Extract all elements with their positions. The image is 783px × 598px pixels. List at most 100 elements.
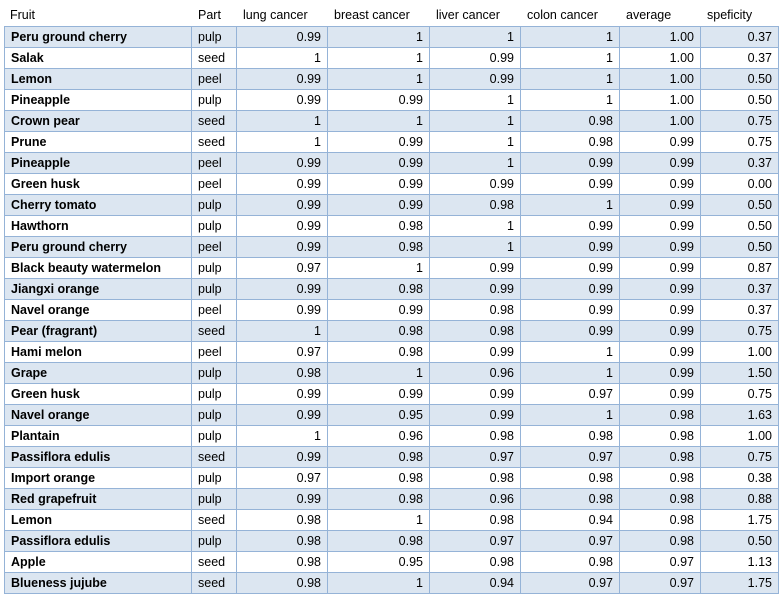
breast-cancer-cell: 1 <box>328 510 430 531</box>
colon-cancer-cell: 0.99 <box>521 174 620 195</box>
liver-cancer-cell: 0.97 <box>430 531 521 552</box>
header-lung-cancer: lung cancer <box>243 8 308 22</box>
average-cell: 0.99 <box>620 342 701 363</box>
part-cell: pulp <box>192 405 237 426</box>
header-breast-cancer: breast cancer <box>334 8 410 22</box>
part-cell: seed <box>192 447 237 468</box>
breast-cancer-cell: 0.98 <box>328 447 430 468</box>
part-cell: peel <box>192 174 237 195</box>
breast-cancer-cell: 0.99 <box>328 300 430 321</box>
liver-cancer-cell: 0.99 <box>430 174 521 195</box>
part-cell: pulp <box>192 195 237 216</box>
colon-cancer-cell: 0.98 <box>521 111 620 132</box>
speficity-cell: 1.75 <box>701 510 779 531</box>
lung-cancer-cell: 1 <box>237 48 328 69</box>
fruit-cell: Green husk <box>4 174 192 195</box>
speficity-cell: 0.37 <box>701 153 779 174</box>
liver-cancer-cell: 1 <box>430 111 521 132</box>
lung-cancer-cell: 1 <box>237 132 328 153</box>
liver-cancer-cell: 0.99 <box>430 342 521 363</box>
colon-cancer-cell: 0.99 <box>521 258 620 279</box>
liver-cancer-cell: 0.98 <box>430 510 521 531</box>
speficity-cell: 1.50 <box>701 363 779 384</box>
average-cell: 0.99 <box>620 153 701 174</box>
liver-cancer-cell: 0.99 <box>430 258 521 279</box>
breast-cancer-cell: 0.98 <box>328 489 430 510</box>
lung-cancer-cell: 0.99 <box>237 174 328 195</box>
colon-cancer-cell: 0.99 <box>521 237 620 258</box>
lung-cancer-cell: 0.99 <box>237 27 328 48</box>
part-cell: pulp <box>192 279 237 300</box>
breast-cancer-cell: 1 <box>328 69 430 90</box>
average-cell: 0.98 <box>620 531 701 552</box>
colon-cancer-cell: 0.97 <box>521 384 620 405</box>
fruit-cell: Salak <box>4 48 192 69</box>
part-cell: seed <box>192 510 237 531</box>
colon-cancer-cell: 0.98 <box>521 426 620 447</box>
part-cell: pulp <box>192 258 237 279</box>
part-cell: pulp <box>192 27 237 48</box>
colon-cancer-cell: 1 <box>521 69 620 90</box>
fruit-cell: Jiangxi orange <box>4 279 192 300</box>
fruit-cell: Apple <box>4 552 192 573</box>
speficity-cell: 0.75 <box>701 132 779 153</box>
lung-cancer-cell: 1 <box>237 321 328 342</box>
fruit-cell: Pineapple <box>4 90 192 111</box>
colon-cancer-cell: 1 <box>521 195 620 216</box>
colon-cancer-cell: 0.97 <box>521 573 620 594</box>
fruit-cell: Peru ground cherry <box>4 27 192 48</box>
breast-cancer-cell: 1 <box>328 111 430 132</box>
lung-cancer-cell: 0.98 <box>237 363 328 384</box>
average-cell: 0.99 <box>620 363 701 384</box>
liver-cancer-cell: 1 <box>430 216 521 237</box>
colon-cancer-cell: 1 <box>521 27 620 48</box>
part-cell: seed <box>192 132 237 153</box>
liver-cancer-cell: 0.94 <box>430 573 521 594</box>
speficity-cell: 0.50 <box>701 195 779 216</box>
liver-cancer-cell: 0.99 <box>430 405 521 426</box>
average-cell: 0.99 <box>620 132 701 153</box>
breast-cancer-cell: 0.98 <box>328 321 430 342</box>
breast-cancer-cell: 0.98 <box>328 279 430 300</box>
fruit-cell: Plantain <box>4 426 192 447</box>
average-cell: 0.97 <box>620 573 701 594</box>
part-cell: pulp <box>192 384 237 405</box>
speficity-cell: 1.63 <box>701 405 779 426</box>
liver-cancer-cell: 1 <box>430 153 521 174</box>
liver-cancer-cell: 0.99 <box>430 384 521 405</box>
colon-cancer-cell: 0.98 <box>521 489 620 510</box>
breast-cancer-cell: 1 <box>328 258 430 279</box>
lung-cancer-cell: 0.98 <box>237 552 328 573</box>
lung-cancer-cell: 0.99 <box>237 90 328 111</box>
speficity-cell: 0.37 <box>701 27 779 48</box>
breast-cancer-cell: 0.99 <box>328 90 430 111</box>
part-cell: peel <box>192 237 237 258</box>
fruit-cell: Cherry tomato <box>4 195 192 216</box>
average-cell: 0.99 <box>620 321 701 342</box>
speficity-cell: 1.13 <box>701 552 779 573</box>
colon-cancer-cell: 0.99 <box>521 216 620 237</box>
liver-cancer-cell: 0.98 <box>430 552 521 573</box>
speficity-cell: 0.87 <box>701 258 779 279</box>
speficity-cell: 0.75 <box>701 447 779 468</box>
lung-cancer-cell: 0.99 <box>237 69 328 90</box>
part-cell: pulp <box>192 531 237 552</box>
colon-cancer-cell: 0.94 <box>521 510 620 531</box>
speficity-cell: 0.37 <box>701 279 779 300</box>
colon-cancer-cell: 0.98 <box>521 132 620 153</box>
colon-cancer-cell: 1 <box>521 90 620 111</box>
speficity-cell: 0.75 <box>701 111 779 132</box>
colon-cancer-cell: 0.98 <box>521 552 620 573</box>
part-cell: seed <box>192 573 237 594</box>
fruit-cell: Hawthorn <box>4 216 192 237</box>
header-average: average <box>626 8 672 22</box>
breast-cancer-cell: 0.99 <box>328 153 430 174</box>
fruit-cell: Hami melon <box>4 342 192 363</box>
breast-cancer-cell: 0.99 <box>328 132 430 153</box>
part-cell: peel <box>192 69 237 90</box>
speficity-cell: 0.00 <box>701 174 779 195</box>
fruit-cell: Black beauty watermelon <box>4 258 192 279</box>
average-cell: 1.00 <box>620 111 701 132</box>
part-cell: seed <box>192 552 237 573</box>
